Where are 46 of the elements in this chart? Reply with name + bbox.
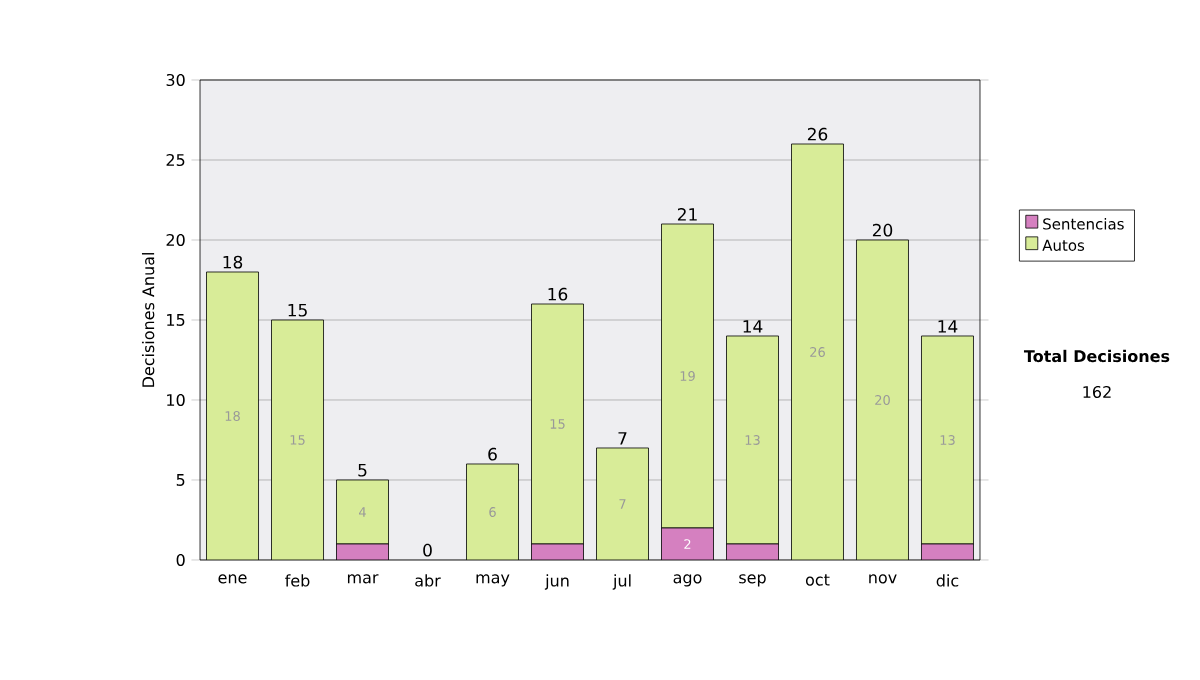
total-label: 0	[423, 543, 432, 557]
total-label: 18	[223, 255, 243, 269]
y-tick-label: 15	[167, 314, 185, 326]
total-label: 14	[743, 320, 763, 333]
bar	[726, 335, 779, 545]
x-tick-label: oct	[805, 574, 830, 586]
y-tick-label: 20	[166, 233, 185, 247]
bar	[336, 479, 389, 545]
total-label: 15	[288, 303, 307, 317]
bar	[921, 335, 974, 545]
x-tick-label: ene	[218, 574, 247, 584]
bar	[271, 319, 324, 560]
total-label: 20	[872, 223, 893, 237]
x-tick-label: sep	[739, 574, 766, 587]
x-tick-label: feb	[285, 574, 310, 587]
y-tick-label: 0	[176, 553, 185, 567]
bar	[791, 143, 844, 560]
total-label: 5	[358, 463, 367, 477]
y-axis-title: Decisiones Anual	[141, 253, 155, 387]
y-tick-label: 5	[176, 474, 185, 486]
x-tick-label: may	[476, 574, 510, 587]
text: 162	[1083, 385, 1111, 399]
bar	[661, 223, 714, 529]
total-label: 7	[618, 432, 627, 445]
bar	[466, 463, 519, 560]
y-tick-label: 30	[166, 73, 185, 87]
x-tick-label: ago	[673, 574, 702, 587]
x-tick-label: jul	[612, 574, 631, 590]
bar	[596, 447, 649, 560]
y-tick-label: 10	[167, 393, 185, 407]
total-label: 21	[677, 207, 697, 221]
bar	[661, 527, 714, 560]
total-label: 14	[938, 320, 958, 333]
y-tick-label: 25	[166, 153, 185, 167]
bar	[856, 239, 909, 560]
x-tick-label: abr	[415, 574, 441, 587]
bar	[531, 303, 584, 545]
total-label: 26	[807, 127, 828, 141]
x-tick-label: jun	[544, 574, 569, 590]
total-label: 16	[548, 287, 568, 301]
x-tick-label: nov	[869, 574, 897, 584]
x-tick-label: mar	[347, 574, 379, 584]
text: Total Decisiones	[1023, 349, 1170, 363]
total-label: 6	[488, 447, 497, 461]
x-tick-label: dic	[936, 574, 959, 587]
bar	[206, 271, 259, 560]
